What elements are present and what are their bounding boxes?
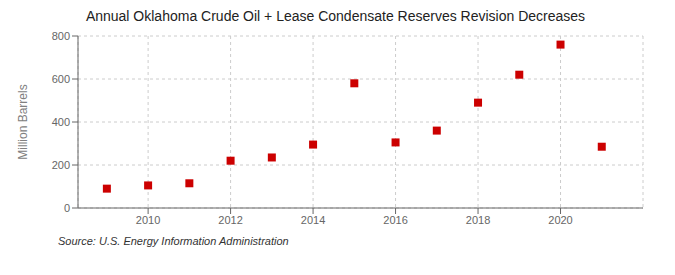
svg-text:2012: 2012 (218, 214, 242, 226)
svg-text:2010: 2010 (136, 214, 160, 226)
svg-text:600: 600 (52, 73, 70, 85)
svg-text:400: 400 (52, 116, 70, 128)
svg-text:2020: 2020 (548, 214, 572, 226)
svg-text:2016: 2016 (383, 214, 407, 226)
svg-text:200: 200 (52, 159, 70, 171)
svg-text:2018: 2018 (466, 214, 490, 226)
svg-text:2014: 2014 (301, 214, 325, 226)
html-text:Annual Oklahoma Crude Oil + Le: Annual Oklahoma Crude Oil + Lease Conden… (85, 8, 586, 24)
svg-text:Million Barrels: Million Barrels (16, 84, 30, 159)
svg-text:800: 800 (52, 30, 70, 42)
svg-text:0: 0 (64, 202, 70, 214)
html-text:Source: U.S. Energy Informatio: Source: U.S. Energy Information Administ… (58, 235, 289, 247)
